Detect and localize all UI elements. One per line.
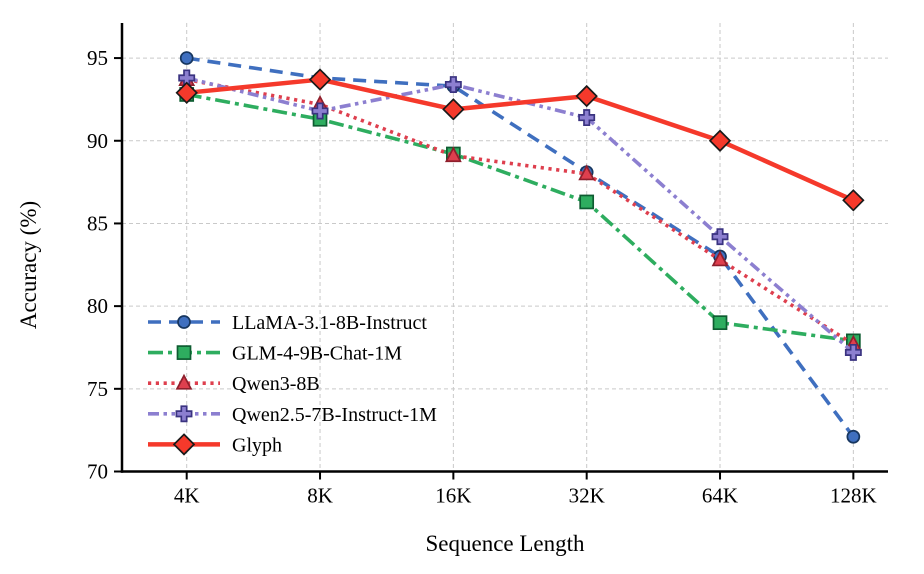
legend-label: Qwen2.5-7B-Instruct-1M [232, 404, 437, 426]
series-layer [175, 51, 865, 444]
legend-label: LLaMA-3.1-8B-Instruct [232, 312, 427, 334]
series-glm-4-9b-chat-1m [179, 87, 861, 349]
diamond-marker [575, 84, 598, 108]
x-tick-label: 8K [307, 484, 333, 508]
x-tick-label: 32K [569, 484, 605, 508]
square-marker [712, 315, 728, 331]
y-tick-label: 70 [87, 460, 108, 484]
diamond-marker [442, 98, 465, 121]
x-axis-title: Sequence Length [425, 531, 585, 556]
triangle-marker [578, 164, 596, 181]
plus-marker [844, 343, 862, 361]
legend-item: GLM-4-9B-Chat-1M [148, 343, 402, 365]
y-axis-title: Accuracy (%) [16, 201, 41, 329]
legend-label: Qwen3-8B [232, 373, 320, 395]
square-marker [579, 194, 595, 210]
x-tick-label: 64K [702, 484, 738, 508]
tick-labels: 70 75 80 85 90 95 4K 8K 16K 32K 64K 128K [87, 46, 877, 507]
series-line [186, 92, 854, 343]
x-tick-label: 16K [435, 484, 471, 508]
triangle-marker [711, 250, 729, 267]
plus-marker [175, 405, 193, 423]
legend-item: Qwen3-8B [148, 373, 320, 395]
series-glyph [175, 68, 865, 212]
circle-marker [179, 51, 194, 65]
legend-item: Qwen2.5-7B-Instruct-1M [148, 404, 437, 426]
plus-marker [578, 109, 596, 127]
plus-marker [311, 102, 329, 120]
square-marker [176, 345, 192, 360]
y-tick-label: 80 [87, 294, 108, 318]
diamond-marker [308, 68, 332, 91]
x-tick-label: 4K [174, 484, 200, 508]
gridlines [122, 23, 888, 472]
legend-label: Glyph [232, 434, 282, 456]
series-line [186, 77, 855, 203]
diamond-marker [842, 189, 865, 212]
diamond-marker [175, 81, 198, 105]
axes [114, 23, 888, 480]
triangle-marker [175, 373, 193, 390]
diamond-marker [708, 129, 732, 152]
diamond-marker [172, 433, 196, 456]
x-tick-label: 128K [830, 484, 877, 508]
legend-label: GLM-4-9B-Chat-1M [232, 343, 402, 365]
series-line [186, 77, 855, 346]
series-line [186, 56, 855, 438]
circle-marker [846, 429, 861, 444]
circle-marker [177, 315, 191, 329]
y-tick-label: 95 [87, 46, 108, 70]
legend: LLaMA-3.1-8B-Instruct GLM-4-9B-Chat-1M Qwe… [148, 312, 437, 456]
legend-item: Glyph [148, 433, 282, 456]
y-tick-label: 85 [87, 211, 108, 235]
plus-marker [444, 76, 462, 93]
y-tick-label: 75 [87, 377, 108, 401]
legend-item: LLaMA-3.1-8B-Instruct [148, 312, 427, 334]
triangle-marker [444, 146, 462, 163]
y-tick-label: 90 [87, 129, 108, 153]
plus-marker [711, 228, 729, 246]
